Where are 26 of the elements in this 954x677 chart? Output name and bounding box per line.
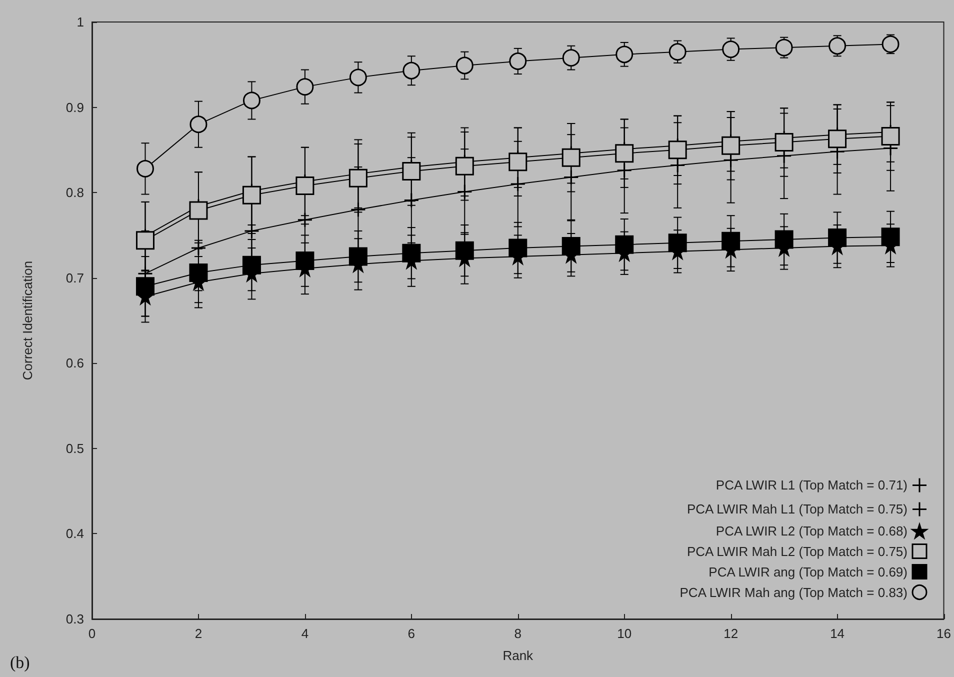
x-tick-label: 10 bbox=[617, 626, 632, 641]
x-tick-label: 12 bbox=[724, 626, 738, 641]
legend-label: PCA LWIR L2 (Top Match = 0.68) bbox=[716, 524, 908, 539]
text: (b) bbox=[10, 653, 30, 672]
x-axis-title: Rank bbox=[502, 648, 534, 663]
legend-label: PCA LWIR Mah L1 (Top Match = 0.75) bbox=[687, 502, 908, 517]
y-tick-label: 0.4 bbox=[66, 526, 84, 542]
y-tick-label: 1 bbox=[76, 14, 84, 30]
y-tick-label: 0.8 bbox=[66, 185, 84, 200]
x-tick-label: 0 bbox=[88, 626, 96, 641]
y-tick-label: 0.5 bbox=[66, 440, 84, 456]
legend-label: PCA LWIR L1 (Top Match = 0.71) bbox=[716, 478, 908, 493]
y-tick-label: 0.6 bbox=[66, 356, 84, 371]
legend-label: PCA LWIR Mah ang (Top Match = 0.83) bbox=[680, 584, 908, 600]
x-tick-label: 4 bbox=[301, 626, 309, 641]
x-tick-label: 8 bbox=[514, 626, 522, 641]
x-tick-label: 2 bbox=[194, 626, 202, 641]
legend-label: PCA LWIR Mah L2 (Top Match = 0.75) bbox=[687, 544, 908, 559]
x-tick-label: 14 bbox=[830, 626, 845, 641]
y-tick-label: 0.9 bbox=[66, 100, 84, 115]
y-tick-label: 0.7 bbox=[66, 270, 84, 286]
y-tick-label: 0.3 bbox=[66, 612, 84, 626]
x-tick-label: 16 bbox=[936, 626, 952, 641]
y-axis-title: Correct Identification bbox=[20, 260, 35, 380]
legend-label: PCA LWIR ang (Top Match = 0.69) bbox=[708, 564, 908, 580]
x-tick-label: 6 bbox=[408, 626, 416, 641]
